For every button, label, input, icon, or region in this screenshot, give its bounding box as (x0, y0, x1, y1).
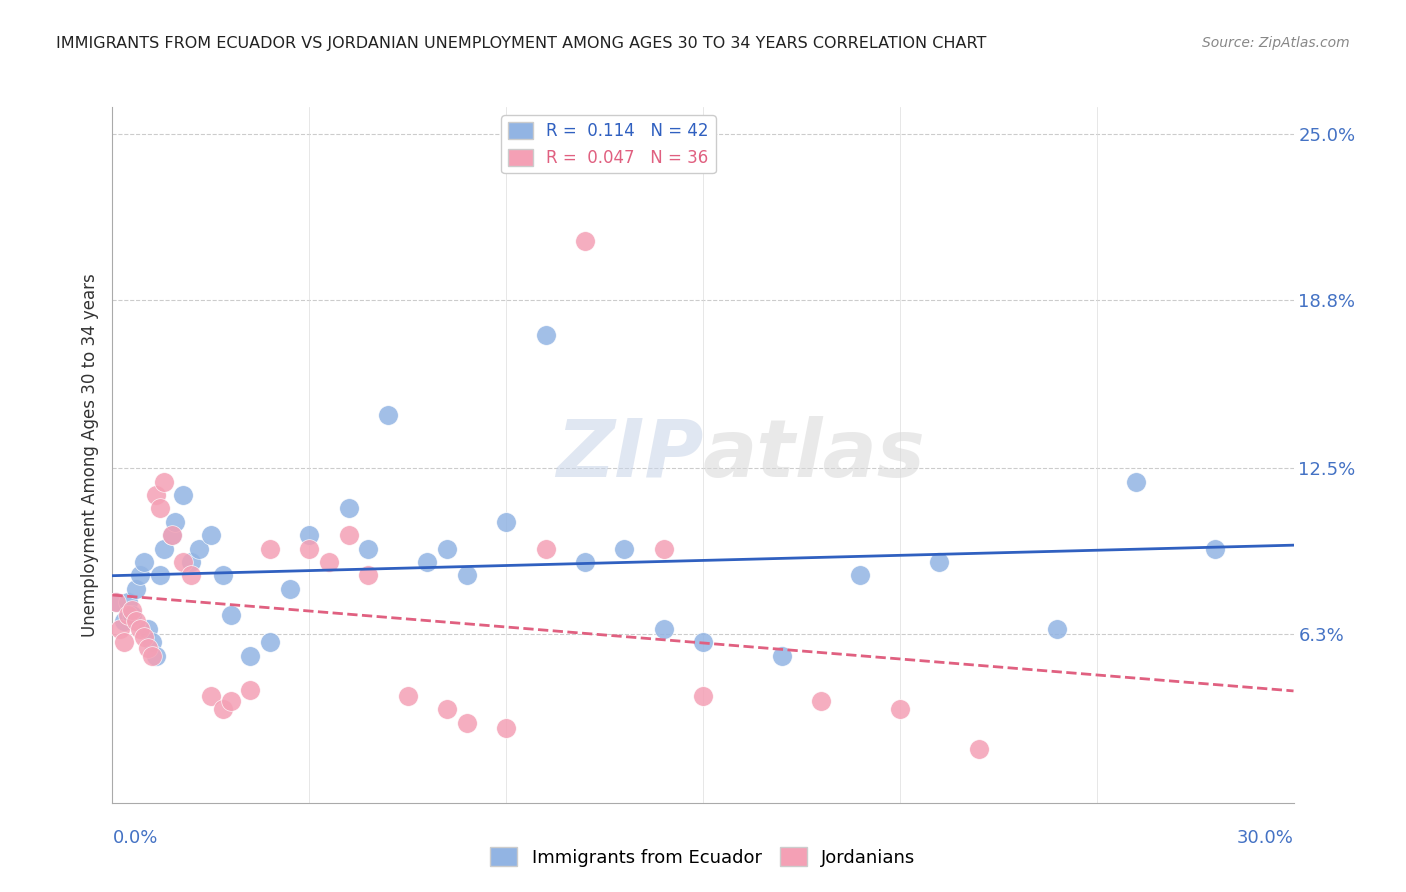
Text: ZIP: ZIP (555, 416, 703, 494)
Point (110, 622, 132, 636)
Point (574, 555, 596, 569)
Point (200, 528, 222, 542)
Point (211, 568, 233, 582)
Legend: Immigrants from Ecuador, Jordanians: Immigrants from Ecuador, Jordanians (484, 840, 922, 874)
Point (219, 608, 242, 623)
Point (396, 689, 419, 703)
Point (121, 608, 143, 623)
Point (239, 683, 262, 698)
Point (259, 541, 281, 556)
Point (810, 694, 832, 708)
Text: IMMIGRANTS FROM ECUADOR VS JORDANIAN UNEMPLOYMENT AMONG AGES 30 TO 34 YEARS CORR: IMMIGRANTS FROM ECUADOR VS JORDANIAN UNE… (56, 36, 987, 51)
Point (967, 742, 990, 756)
Point (259, 635, 281, 649)
Point (652, 622, 675, 636)
Point (495, 515, 517, 529)
Point (574, 234, 596, 248)
Text: Source: ZipAtlas.com: Source: ZipAtlas.com (1202, 36, 1350, 50)
Point (141, 648, 163, 663)
Point (219, 694, 242, 708)
Point (889, 702, 911, 716)
Point (337, 501, 360, 516)
Point (613, 541, 636, 556)
Point (180, 555, 202, 569)
Point (928, 555, 950, 569)
Point (357, 541, 380, 556)
Point (298, 528, 321, 542)
Point (534, 541, 557, 556)
Point (160, 528, 183, 542)
Point (105, 595, 128, 609)
Point (172, 555, 194, 569)
Point (357, 568, 380, 582)
Point (849, 568, 872, 582)
Point (318, 555, 340, 569)
Point (125, 614, 148, 628)
Point (377, 408, 399, 422)
Text: atlas: atlas (703, 416, 925, 494)
Point (112, 635, 135, 649)
Point (149, 568, 172, 582)
Point (436, 541, 458, 556)
Point (239, 648, 262, 663)
Point (121, 603, 143, 617)
Point (188, 541, 211, 556)
Point (132, 555, 155, 569)
Point (112, 614, 135, 628)
Point (145, 488, 167, 502)
Point (1125, 475, 1147, 489)
Text: 30.0%: 30.0% (1237, 829, 1294, 847)
Point (692, 635, 714, 649)
Point (136, 622, 159, 636)
Point (1046, 622, 1069, 636)
Point (416, 555, 439, 569)
Point (136, 640, 159, 655)
Point (160, 528, 183, 542)
Point (298, 541, 321, 556)
Point (1204, 541, 1226, 556)
Point (652, 541, 675, 556)
Point (125, 582, 148, 596)
Point (456, 568, 478, 582)
Text: 0.0%: 0.0% (112, 829, 157, 847)
Point (152, 541, 174, 556)
Point (278, 582, 301, 596)
Point (436, 702, 458, 716)
Y-axis label: Unemployment Among Ages 30 to 34 years: Unemployment Among Ages 30 to 34 years (80, 273, 98, 637)
Point (117, 595, 139, 609)
Point (770, 648, 793, 663)
Point (211, 702, 233, 716)
Point (132, 630, 155, 644)
Point (152, 475, 174, 489)
Point (337, 528, 360, 542)
Point (692, 689, 714, 703)
Point (141, 635, 163, 649)
Point (200, 689, 222, 703)
Point (180, 568, 202, 582)
Point (456, 715, 478, 730)
Point (165, 515, 187, 529)
Point (129, 568, 152, 582)
Point (117, 608, 139, 623)
Legend: R =  0.114   N = 42, R =  0.047   N = 36: R = 0.114 N = 42, R = 0.047 N = 36 (502, 115, 716, 173)
Point (105, 595, 128, 609)
Point (495, 721, 517, 735)
Point (145, 648, 167, 663)
Point (534, 327, 557, 342)
Point (129, 622, 152, 636)
Point (149, 501, 172, 516)
Point (172, 488, 194, 502)
